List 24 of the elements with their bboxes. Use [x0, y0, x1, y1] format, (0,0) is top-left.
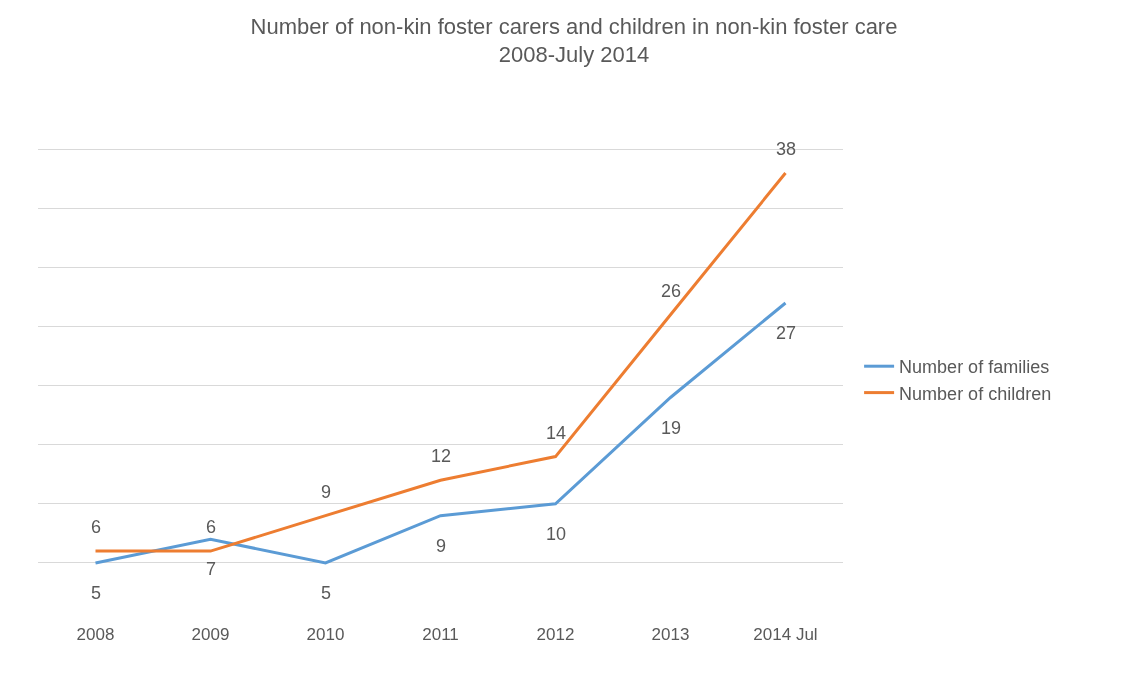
- x-tick-label: 2012: [536, 625, 575, 644]
- x-tick-label: 2014 Jul: [753, 625, 818, 644]
- data-label: 12: [431, 446, 452, 466]
- x-tick-label: 2010: [306, 625, 345, 644]
- data-label: 7: [206, 559, 217, 579]
- data-label: 38: [776, 139, 797, 159]
- data-label: 26: [661, 281, 682, 301]
- data-label: 5: [321, 583, 332, 603]
- data-label: 27: [776, 323, 797, 343]
- x-tick-label: 2008: [76, 625, 115, 644]
- data-label: 19: [661, 418, 682, 438]
- legend-label: Number of children: [899, 383, 1052, 404]
- data-label: 6: [206, 517, 217, 537]
- data-label: 14: [546, 423, 567, 443]
- x-tick-label: 2009: [191, 625, 230, 644]
- chart-title: Number of non-kin foster carers and children in non-kin foster care 2008-July 2014: [250, 13, 898, 68]
- data-label: 6: [91, 517, 102, 537]
- data-label: 9: [436, 536, 447, 556]
- data-label: 9: [321, 482, 332, 502]
- data-label: 5: [91, 583, 102, 603]
- data-label: 10: [546, 524, 567, 544]
- x-tick-label: 2013: [651, 625, 690, 644]
- x-tick-label: 2011: [422, 625, 459, 644]
- legend-label: Number of families: [899, 357, 1050, 378]
